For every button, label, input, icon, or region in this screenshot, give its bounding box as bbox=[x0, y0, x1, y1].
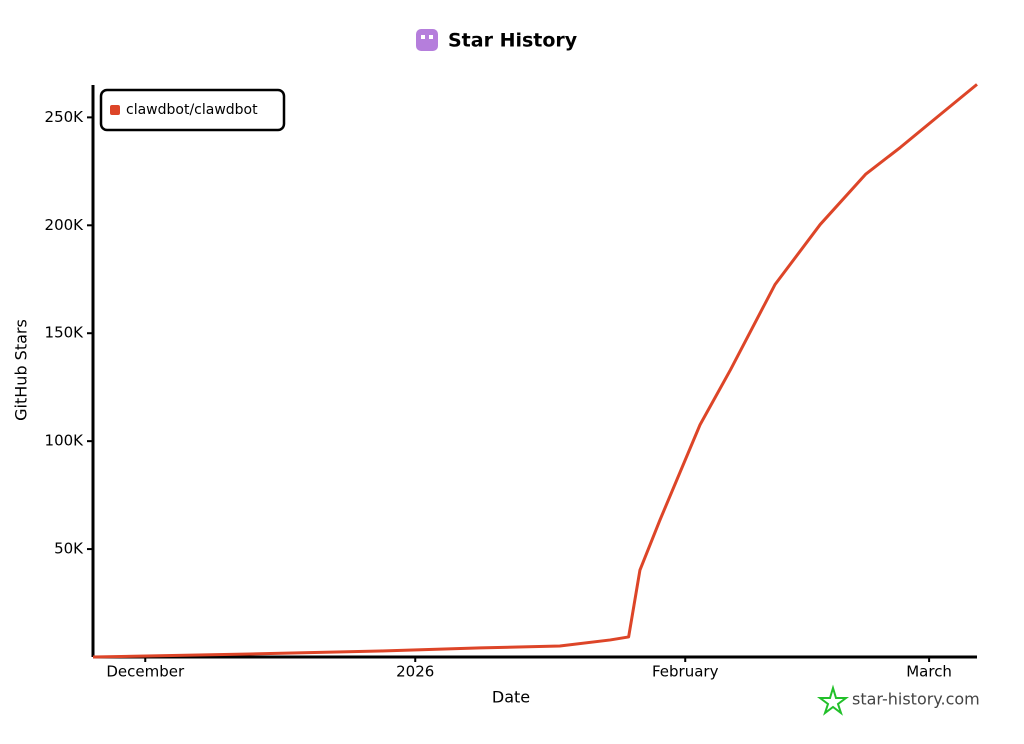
y-tick-label: 150K bbox=[45, 324, 85, 342]
y-tick-label: 50K bbox=[54, 540, 84, 558]
x-tick-label: February bbox=[652, 663, 719, 681]
watermark-icon bbox=[817, 684, 849, 716]
legend-box bbox=[99, 88, 286, 132]
y-tick-label: 200K bbox=[45, 216, 85, 234]
legend: clawdbot/clawdbot bbox=[99, 88, 286, 132]
series-line bbox=[92, 83, 978, 659]
watermark-text: star-history.com bbox=[852, 690, 980, 709]
x-tick-label: 2026 bbox=[396, 663, 434, 681]
x-tick-label: March bbox=[906, 663, 952, 681]
y-tick-label: 250K bbox=[45, 108, 85, 126]
title-icon-eye bbox=[421, 35, 425, 39]
watermark: star-history.com bbox=[817, 684, 980, 716]
title-icon-eye bbox=[429, 35, 433, 39]
x-axis-title: Date bbox=[492, 688, 530, 707]
legend-label: clawdbot/clawdbot bbox=[126, 102, 258, 118]
title-icon bbox=[416, 29, 438, 51]
chart-title: Star History bbox=[448, 30, 578, 52]
legend-swatch bbox=[110, 105, 120, 115]
y-tick-label: 100K bbox=[45, 432, 85, 450]
y-axis-title: GitHub Stars bbox=[12, 319, 31, 421]
x-tick-label: December bbox=[106, 663, 185, 681]
